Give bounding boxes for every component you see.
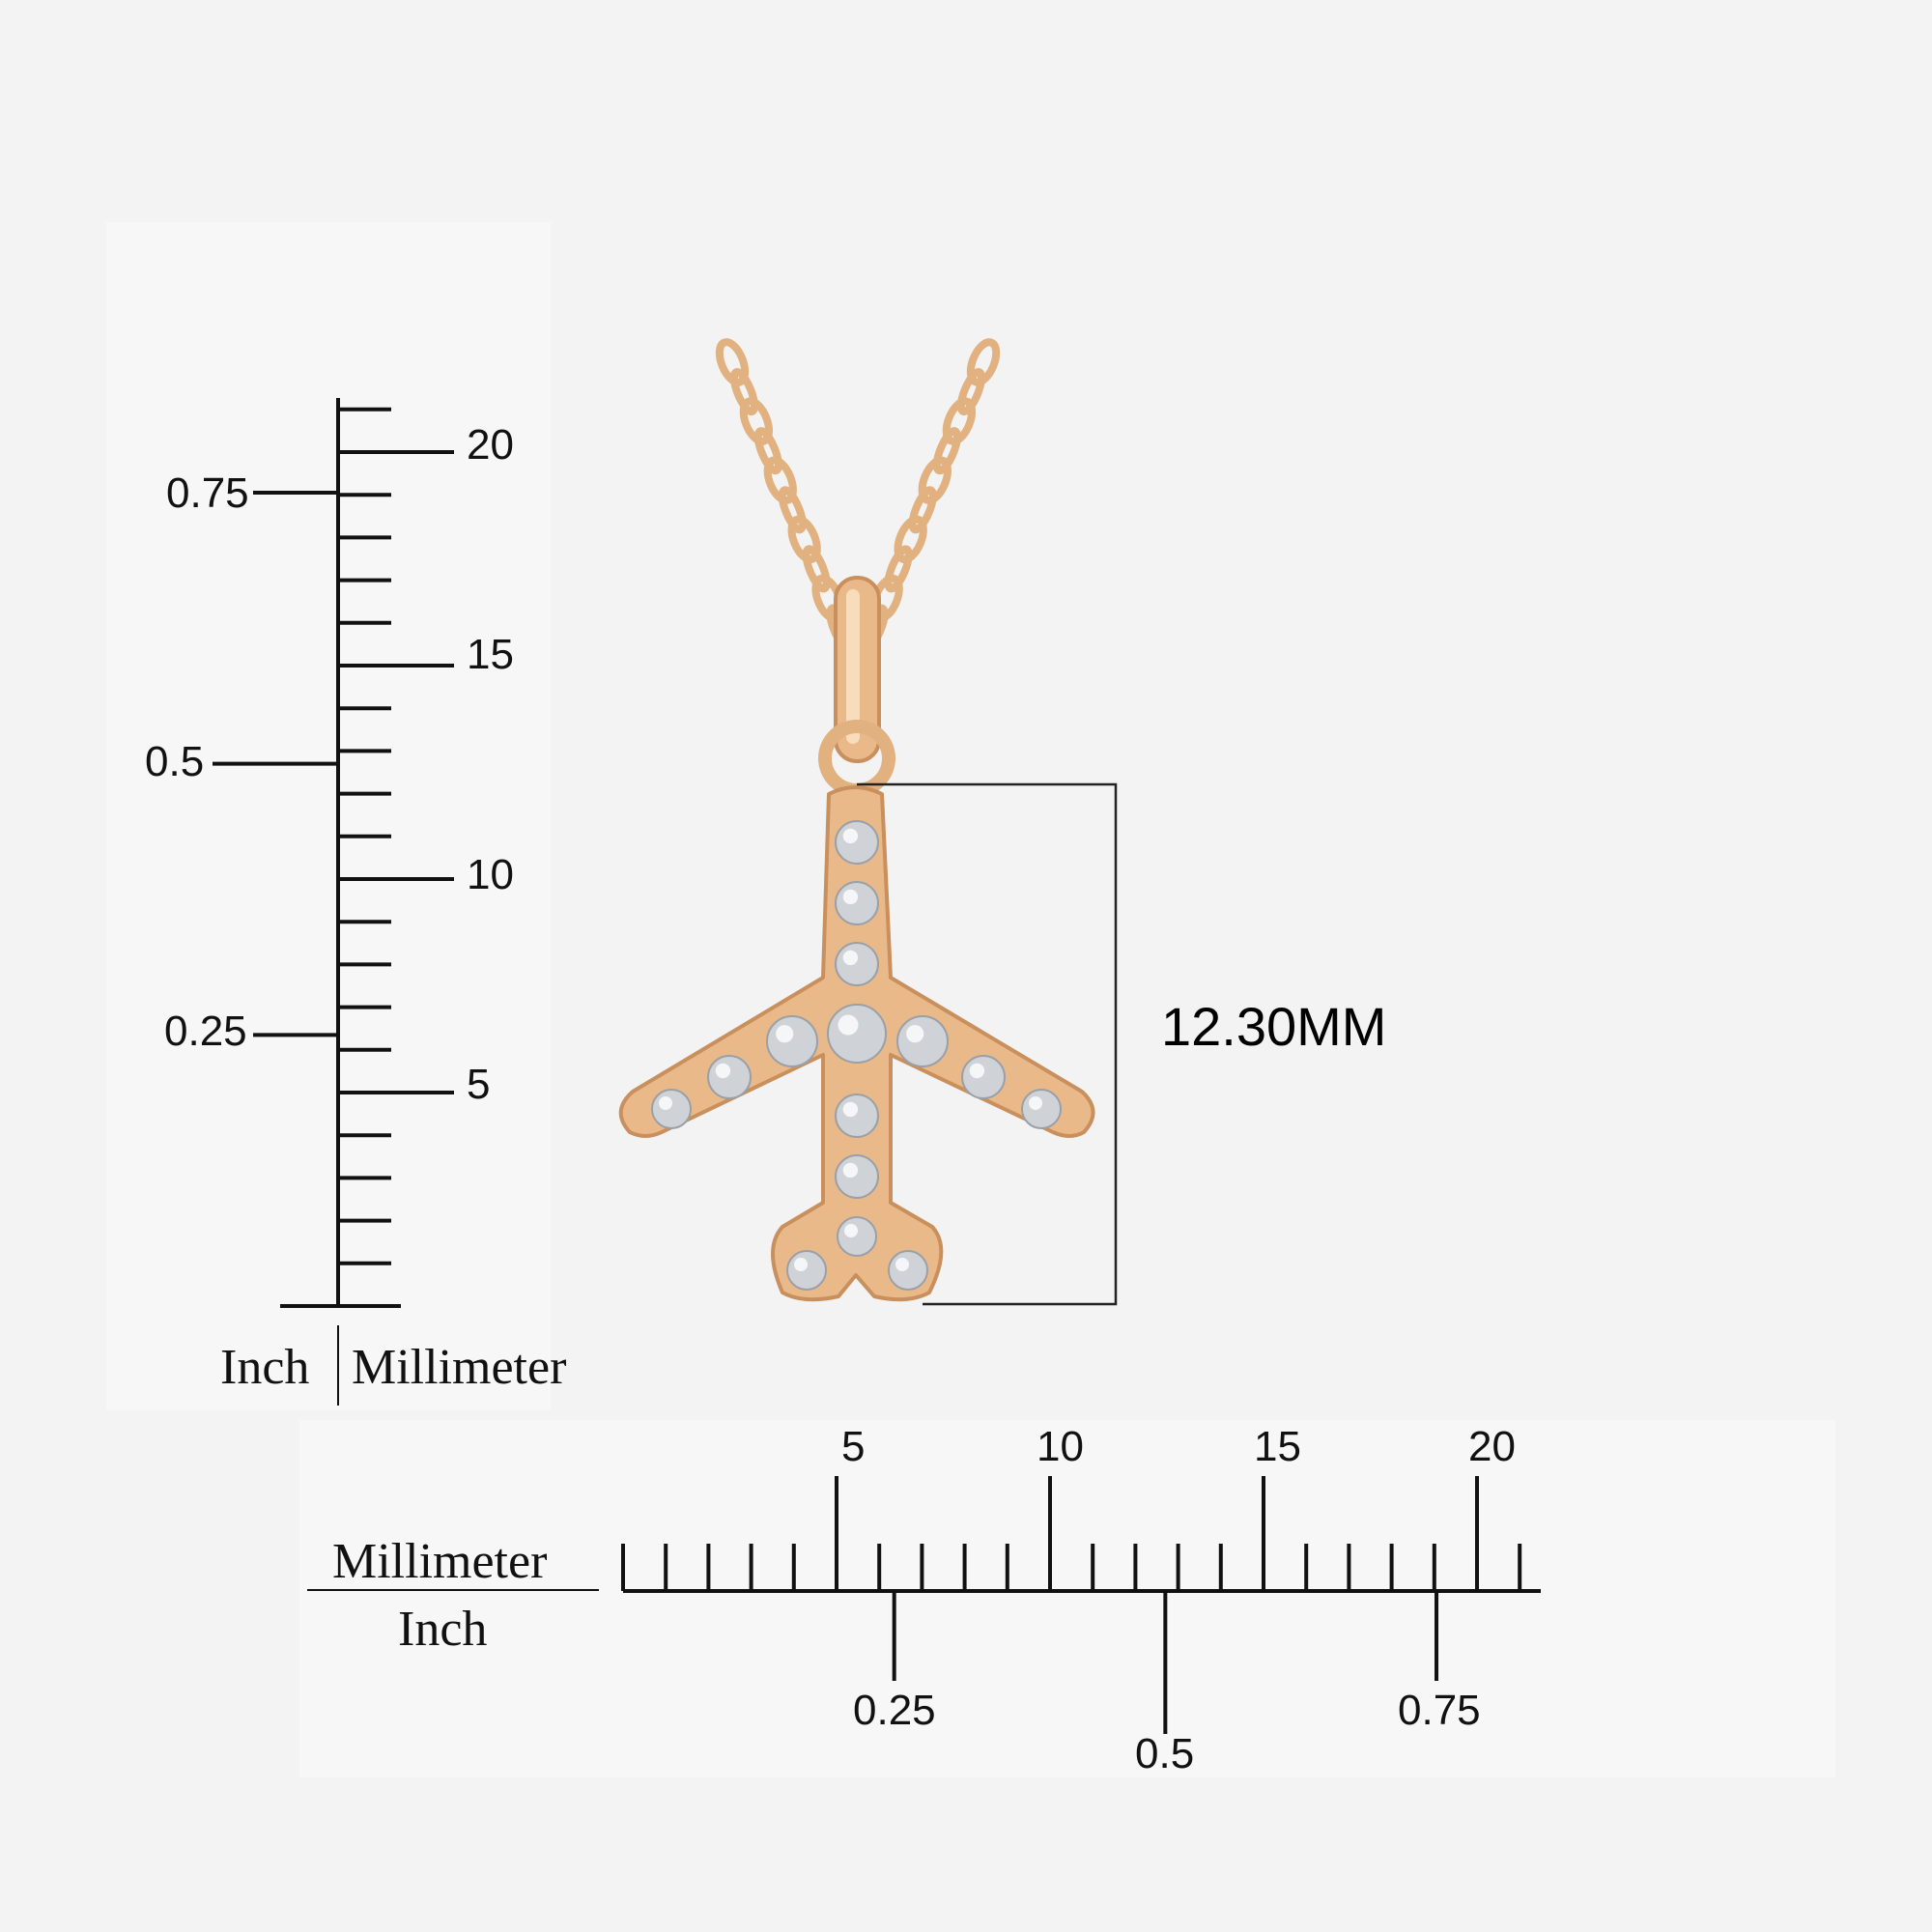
chain-link — [715, 338, 750, 386]
vertical-inch-label-0-25: 0.25 — [164, 1008, 247, 1055]
diamond-sparkle — [842, 889, 859, 905]
diamond-sparkle — [906, 1025, 924, 1043]
vertical-inch-label-0-5: 0.5 — [145, 738, 204, 785]
horizontal-mm-label-15: 15 — [1254, 1423, 1301, 1470]
chain-link — [729, 368, 758, 416]
chain-link — [956, 368, 986, 416]
airplane-pendant-icon — [618, 338, 1095, 1302]
chain-link — [787, 515, 821, 564]
chain-link — [753, 427, 782, 475]
horizontal-mm-label-20: 20 — [1468, 1423, 1516, 1470]
vertical-unit-millimeter: Millimeter — [352, 1340, 566, 1395]
vertical-ruler-panel — [106, 222, 551, 1410]
chain-link — [802, 545, 831, 593]
horizontal-ruler-ticks — [621, 1476, 1522, 1734]
diamond-sparkle — [842, 1162, 859, 1179]
diamond-stone — [707, 1055, 752, 1099]
diamond-sparkle — [659, 1096, 672, 1110]
diamond-stone — [651, 1089, 692, 1129]
dimension-label: 12.30MM — [1161, 996, 1386, 1057]
chain-link — [918, 456, 952, 504]
diamond-stone — [835, 881, 879, 925]
vertical-mm-label-20: 20 — [467, 421, 514, 469]
dimension-line — [857, 782, 1118, 1306]
diamond-sparkle — [794, 1258, 808, 1271]
diamond-stone — [835, 820, 879, 865]
diamond-sparkle — [1029, 1096, 1042, 1110]
horizontal-inch-label-0-75: 0.75 — [1398, 1687, 1481, 1734]
chain-link — [908, 486, 937, 534]
vertical-mm-label-10: 10 — [467, 851, 514, 898]
diamond-sparkle — [969, 1063, 985, 1079]
diamond-stone — [896, 1015, 949, 1067]
horizontal-mm-label-10: 10 — [1037, 1423, 1084, 1470]
dimension-bracket — [857, 782, 1118, 1306]
horizontal-mm-label-5: 5 — [841, 1423, 865, 1470]
vertical-mm-label-15: 15 — [467, 631, 514, 678]
horizontal-ruler: 5 10 15 20 0.25 0.5 0.75 Millimeter Inch — [307, 1423, 1541, 1777]
horizontal-inch-label-0-25: 0.25 — [853, 1687, 936, 1734]
bail-highlight — [846, 589, 860, 744]
diamond-stone — [835, 1094, 879, 1138]
vertical-ruler-ticks — [213, 407, 454, 1265]
chain-link — [739, 397, 774, 445]
diamond-stone — [1021, 1089, 1062, 1129]
chain-link — [778, 486, 807, 534]
diamond-sparkle — [842, 950, 859, 966]
horizontal-ruler-panel — [299, 1420, 1835, 1777]
chain-link — [894, 515, 927, 564]
chain-link — [966, 338, 1001, 386]
chain-link — [942, 397, 977, 445]
diamond-stone — [827, 1004, 887, 1064]
diamond-sparkle — [838, 1014, 859, 1036]
diamond-sparkle — [844, 1224, 858, 1237]
diamond-stone — [835, 1154, 879, 1199]
diamond-stone — [888, 1250, 928, 1291]
vertical-ruler: 20 15 10 5 0.75 0.5 0.25 Inch Millimeter — [145, 398, 566, 1406]
diamond-sparkle — [895, 1258, 909, 1271]
diamond-stone — [837, 1216, 877, 1257]
chain-link — [884, 545, 913, 593]
diamond-sparkle — [842, 1101, 859, 1118]
diamond-stone — [766, 1015, 818, 1067]
diamond-row — [651, 820, 1062, 1291]
diamond-sparkle — [776, 1025, 794, 1043]
diamond-sparkle — [842, 828, 859, 844]
diamond-stone — [961, 1055, 1006, 1099]
vertical-mm-label-5: 5 — [467, 1061, 490, 1108]
chain-link — [932, 427, 961, 475]
vertical-unit-inch: Inch — [220, 1340, 309, 1395]
vertical-inch-label-0-75: 0.75 — [166, 469, 249, 517]
chain-link — [763, 456, 797, 505]
diamond-stone — [786, 1250, 827, 1291]
horizontal-unit-millimeter: Millimeter — [332, 1534, 547, 1589]
diamond-sparkle — [715, 1063, 731, 1079]
horizontal-inch-label-0-5: 0.5 — [1135, 1730, 1194, 1777]
diamond-stone — [835, 942, 879, 986]
horizontal-unit-inch: Inch — [398, 1602, 487, 1657]
